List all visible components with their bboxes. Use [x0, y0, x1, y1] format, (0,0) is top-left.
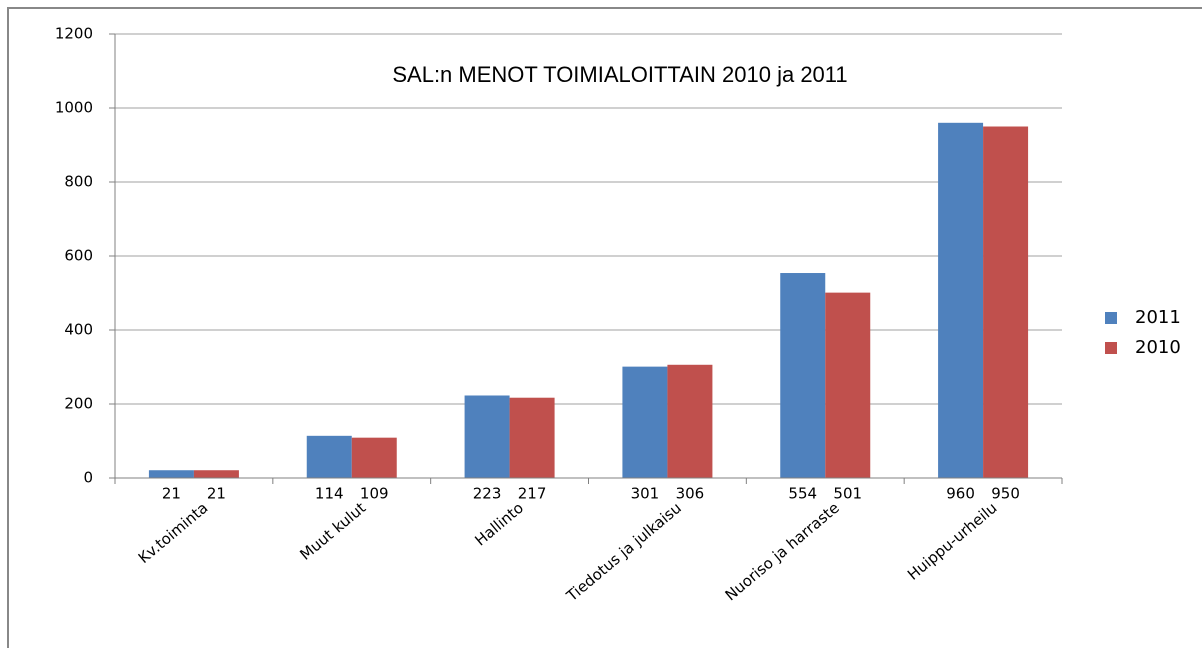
data-label: 21 — [162, 485, 181, 503]
bar — [509, 397, 555, 478]
bar — [351, 437, 397, 478]
data-label: 109 — [360, 485, 389, 503]
x-tick-label: Tiedotus ja julkaisu — [562, 499, 685, 606]
data-label: 306 — [676, 485, 705, 503]
legend-swatch — [1105, 342, 1117, 354]
y-tick-label: 400 — [64, 321, 93, 339]
data-label: 217 — [518, 485, 547, 503]
legend-label: 2011 — [1135, 307, 1181, 328]
y-tick-label: 0 — [83, 469, 93, 487]
bar — [825, 292, 871, 478]
x-tick-label: Muut kulut — [296, 499, 369, 564]
data-label: 950 — [991, 485, 1020, 503]
data-label: 21 — [207, 485, 226, 503]
bar — [464, 395, 510, 478]
data-label: 223 — [473, 485, 502, 503]
legend-swatch — [1105, 312, 1117, 324]
bar — [193, 470, 239, 478]
data-label: 114 — [315, 485, 344, 503]
x-tick-label: Nuoriso ja harraste — [722, 499, 843, 605]
bar — [667, 364, 713, 478]
bar — [780, 273, 826, 478]
y-tick-label: 200 — [64, 395, 93, 413]
x-tick-label: Kv.toiminta — [135, 499, 212, 567]
x-tick-label: Huippu-urheilu — [904, 499, 1001, 584]
chart-frame — [7, 7, 1202, 648]
x-tick-label: Hallinto — [471, 499, 527, 550]
bar — [983, 126, 1029, 478]
bar — [622, 366, 668, 478]
y-tick-label: 600 — [64, 247, 93, 265]
y-tick-label: 1000 — [55, 99, 93, 117]
data-label: 301 — [631, 485, 660, 503]
legend-label: 2010 — [1135, 337, 1181, 358]
y-tick-label: 800 — [64, 173, 93, 191]
data-label: 501 — [833, 485, 862, 503]
data-label: 960 — [946, 485, 975, 503]
chart-title: SAL:n MENOT TOIMIALOITTAIN 2010 ja 2011 — [392, 62, 847, 87]
bar — [938, 122, 984, 479]
bar — [306, 435, 352, 478]
y-tick-label: 1200 — [55, 25, 93, 43]
bar — [148, 470, 194, 478]
data-label: 554 — [788, 485, 817, 503]
